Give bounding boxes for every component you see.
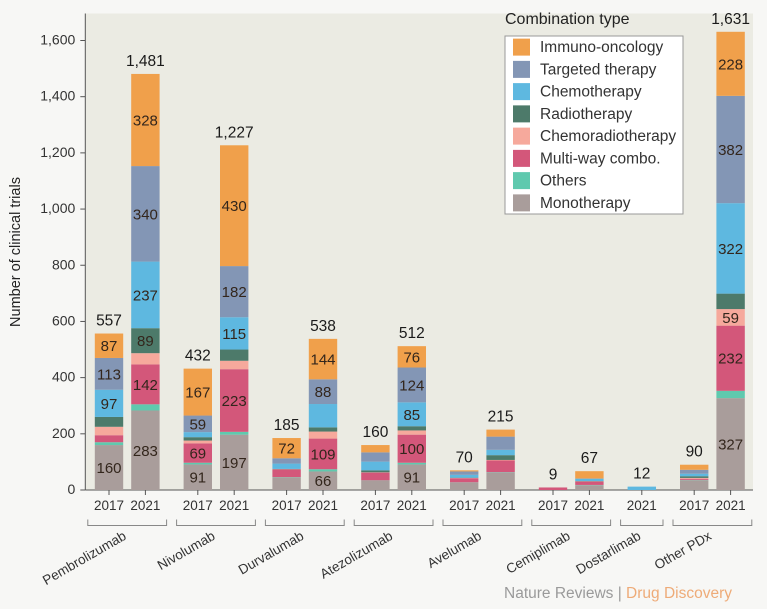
svg-text:89: 89	[137, 333, 154, 350]
svg-text:2021: 2021	[397, 498, 427, 513]
svg-text:2021: 2021	[486, 498, 516, 513]
svg-text:1,227: 1,227	[215, 124, 254, 141]
svg-text:160: 160	[362, 424, 388, 441]
svg-text:430: 430	[222, 198, 247, 215]
svg-text:115: 115	[222, 326, 246, 343]
svg-text:100: 100	[399, 441, 424, 458]
svg-text:59: 59	[189, 416, 206, 433]
svg-text:Radiotherapy: Radiotherapy	[540, 106, 632, 123]
svg-text:85: 85	[403, 407, 420, 424]
svg-text:124: 124	[399, 377, 424, 394]
svg-text:2017: 2017	[679, 498, 709, 513]
svg-text:2017: 2017	[183, 498, 213, 513]
svg-text:2017: 2017	[538, 498, 568, 513]
svg-text:2017: 2017	[94, 498, 124, 513]
svg-text:1,200: 1,200	[40, 144, 75, 160]
svg-text:185: 185	[274, 417, 300, 434]
svg-text:2021: 2021	[219, 498, 249, 513]
svg-text:91: 91	[403, 470, 420, 487]
svg-text:Immuno-oncology: Immuno-oncology	[540, 39, 663, 56]
svg-text:200: 200	[52, 425, 76, 441]
svg-text:232: 232	[718, 351, 743, 368]
svg-text:144: 144	[310, 352, 335, 369]
svg-text:400: 400	[52, 369, 76, 385]
svg-text:328: 328	[133, 113, 158, 130]
svg-text:2021: 2021	[130, 498, 160, 513]
svg-text:2017: 2017	[449, 498, 479, 513]
svg-text:1,481: 1,481	[126, 53, 165, 70]
svg-text:Combination type: Combination type	[505, 11, 630, 28]
svg-text:59: 59	[722, 310, 739, 327]
svg-text:1,400: 1,400	[40, 88, 75, 104]
svg-text:0: 0	[68, 481, 76, 497]
svg-text:91: 91	[189, 470, 206, 487]
svg-text:Pembrolizumab: Pembrolizumab	[40, 528, 129, 588]
svg-text:Atezolizumab: Atezolizumab	[317, 528, 395, 582]
svg-text:432: 432	[185, 348, 211, 365]
svg-text:142: 142	[133, 377, 158, 394]
svg-text:600: 600	[52, 312, 76, 328]
svg-text:12: 12	[633, 466, 650, 483]
svg-text:Nivolumab: Nivolumab	[155, 528, 218, 573]
svg-text:Dostarlimab: Dostarlimab	[573, 528, 643, 577]
svg-text:Others: Others	[540, 173, 587, 190]
svg-text:87: 87	[101, 338, 118, 355]
svg-text:2021: 2021	[308, 498, 338, 513]
svg-text:2017: 2017	[272, 498, 302, 513]
svg-text:2021: 2021	[716, 498, 746, 513]
svg-text:90: 90	[686, 444, 704, 461]
svg-text:69: 69	[189, 446, 206, 463]
svg-text:340: 340	[133, 206, 158, 223]
svg-text:167: 167	[185, 385, 210, 402]
svg-text:160: 160	[96, 460, 121, 477]
svg-text:1,631: 1,631	[711, 11, 750, 28]
svg-text:113: 113	[97, 366, 121, 383]
svg-text:Targeted therapy: Targeted therapy	[540, 61, 657, 78]
svg-text:2017: 2017	[360, 498, 390, 513]
svg-text:97: 97	[101, 396, 118, 413]
svg-text:538: 538	[310, 318, 336, 335]
svg-text:Chemotherapy: Chemotherapy	[540, 84, 642, 101]
svg-text:9: 9	[549, 466, 558, 483]
svg-text:800: 800	[52, 256, 76, 272]
svg-text:Durvalumab: Durvalumab	[236, 528, 307, 577]
svg-text:76: 76	[403, 349, 420, 366]
svg-text:197: 197	[222, 455, 247, 472]
svg-text:Chemoradiotherapy: Chemoradiotherapy	[540, 128, 676, 145]
svg-text:72: 72	[278, 441, 295, 458]
svg-text:557: 557	[96, 313, 122, 330]
svg-text:215: 215	[488, 409, 514, 426]
svg-text:237: 237	[133, 287, 158, 304]
svg-text:Multi-way combo.: Multi-way combo.	[540, 150, 661, 167]
svg-text:66: 66	[315, 473, 332, 490]
svg-text:512: 512	[399, 325, 425, 342]
svg-text:228: 228	[718, 56, 743, 73]
svg-text:223: 223	[222, 393, 247, 410]
svg-text:Cemiplimab: Cemiplimab	[503, 528, 572, 577]
svg-text:322: 322	[718, 241, 743, 258]
svg-text:2021: 2021	[574, 498, 604, 513]
svg-text:2021: 2021	[627, 498, 657, 513]
svg-text:1,000: 1,000	[40, 200, 75, 216]
svg-text:327: 327	[718, 437, 743, 454]
svg-text:67: 67	[581, 450, 598, 467]
svg-text:Nature Reviews | Drug Discover: Nature Reviews | Drug Discovery	[504, 585, 732, 602]
svg-text:88: 88	[315, 384, 332, 401]
svg-text:Avelumab: Avelumab	[425, 528, 484, 571]
svg-text:1,600: 1,600	[40, 32, 75, 48]
svg-text:109: 109	[310, 446, 335, 463]
svg-text:70: 70	[456, 449, 474, 466]
svg-text:Number of clinical trials: Number of clinical trials	[8, 177, 24, 327]
svg-text:Other PDx: Other PDx	[652, 528, 714, 573]
svg-text:182: 182	[222, 284, 247, 301]
svg-text:Monotherapy: Monotherapy	[540, 195, 631, 212]
svg-text:283: 283	[133, 443, 158, 460]
svg-text:382: 382	[718, 142, 743, 159]
